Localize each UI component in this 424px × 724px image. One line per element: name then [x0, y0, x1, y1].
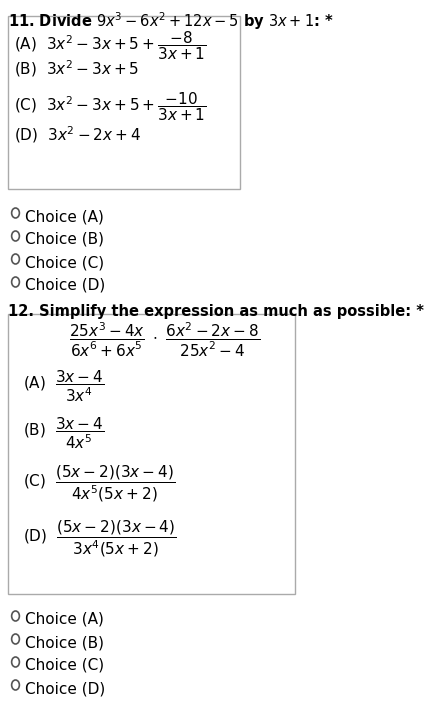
- Text: (C)  $\dfrac{(5x-2)(3x-4)}{4x^5(5x+2)}$: (C) $\dfrac{(5x-2)(3x-4)}{4x^5(5x+2)}$: [23, 464, 176, 505]
- FancyBboxPatch shape: [8, 16, 240, 189]
- Text: Choice (D): Choice (D): [25, 681, 105, 696]
- Text: (A)  $\dfrac{3x-4}{3x^4}$: (A) $\dfrac{3x-4}{3x^4}$: [23, 369, 104, 405]
- Text: Choice (C): Choice (C): [25, 255, 104, 270]
- Text: (D)  $\dfrac{(5x-2)(3x-4)}{3x^4(5x+2)}$: (D) $\dfrac{(5x-2)(3x-4)}{3x^4(5x+2)}$: [23, 519, 177, 560]
- Text: Choice (A): Choice (A): [25, 612, 104, 627]
- Text: Choice (D): Choice (D): [25, 278, 105, 293]
- Text: (D)  $3x^2-2x+4$: (D) $3x^2-2x+4$: [14, 124, 141, 145]
- Text: Choice (A): Choice (A): [25, 209, 104, 224]
- Text: (B)  $3x^2-3x+5$: (B) $3x^2-3x+5$: [14, 58, 139, 79]
- Text: Choice (B): Choice (B): [25, 232, 104, 247]
- Text: (B)  $\dfrac{3x-4}{4x^5}$: (B) $\dfrac{3x-4}{4x^5}$: [23, 416, 104, 452]
- Text: 11. Divide $9x^3 - 6x^2 + 12x - 5$ by $3x + 1$: *: 11. Divide $9x^3 - 6x^2 + 12x - 5$ by $3…: [8, 10, 333, 32]
- Text: Choice (C): Choice (C): [25, 658, 104, 673]
- Text: (A)  $3x^2-3x+5+\dfrac{-8}{3x+1}$: (A) $3x^2-3x+5+\dfrac{-8}{3x+1}$: [14, 29, 206, 62]
- Text: 12. Simplify the expression as much as possible: *: 12. Simplify the expression as much as p…: [8, 304, 424, 319]
- Text: (C)  $3x^2-3x+5+\dfrac{-10}{3x+1}$: (C) $3x^2-3x+5+\dfrac{-10}{3x+1}$: [14, 90, 206, 123]
- Text: Choice (B): Choice (B): [25, 635, 104, 650]
- FancyBboxPatch shape: [8, 314, 295, 594]
- Text: $\dfrac{25x^3-4x}{6x^6+6x^5}\ \cdot\ \dfrac{6x^2-2x-8}{25x^2-4}$: $\dfrac{25x^3-4x}{6x^6+6x^5}\ \cdot\ \df…: [69, 321, 260, 359]
